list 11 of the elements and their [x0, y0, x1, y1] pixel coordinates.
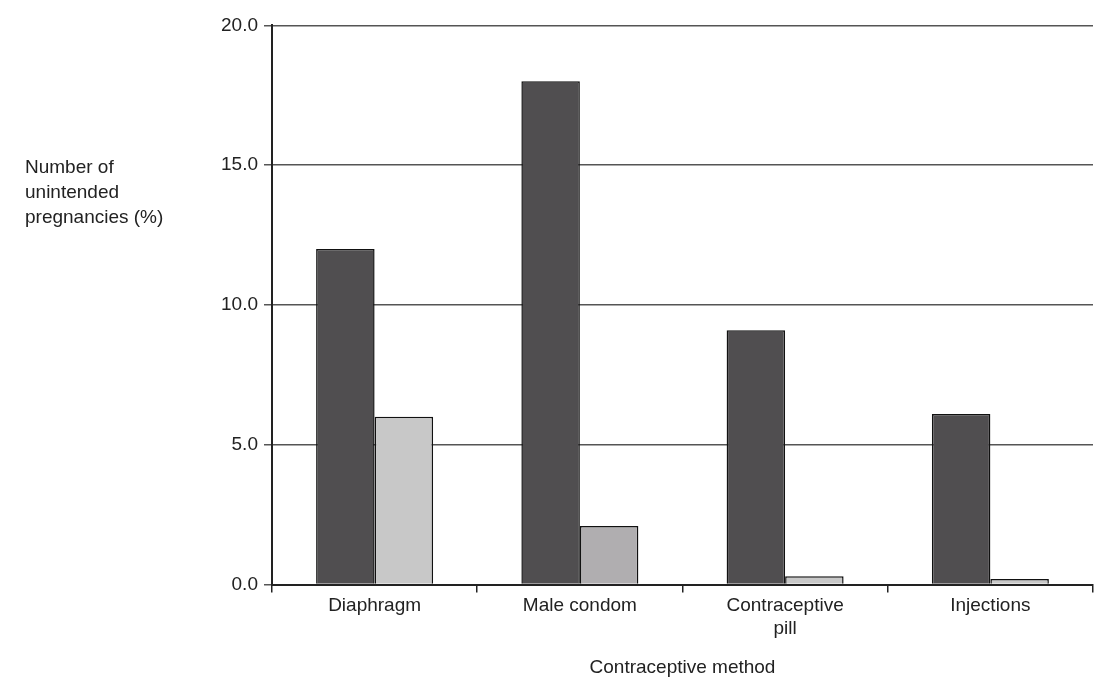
x-axis-title: Contraceptive method	[589, 655, 776, 677]
y-tick-label: 0.0	[231, 572, 258, 594]
y-axis-title: Number of unintended pregnancies (%)	[25, 155, 165, 229]
y-tick-label: 15.0	[221, 153, 258, 175]
y-tick-label: 5.0	[231, 433, 258, 455]
x-tick-label: Injections	[950, 594, 1031, 616]
y-tick-label: 10.0	[221, 293, 258, 315]
y-tick-label: 20.0	[221, 13, 258, 35]
x-tick-label: Contraceptive pill	[726, 594, 844, 639]
x-tick-label: Male condom	[522, 594, 637, 616]
x-tick-label: Diaphragm	[328, 594, 422, 616]
